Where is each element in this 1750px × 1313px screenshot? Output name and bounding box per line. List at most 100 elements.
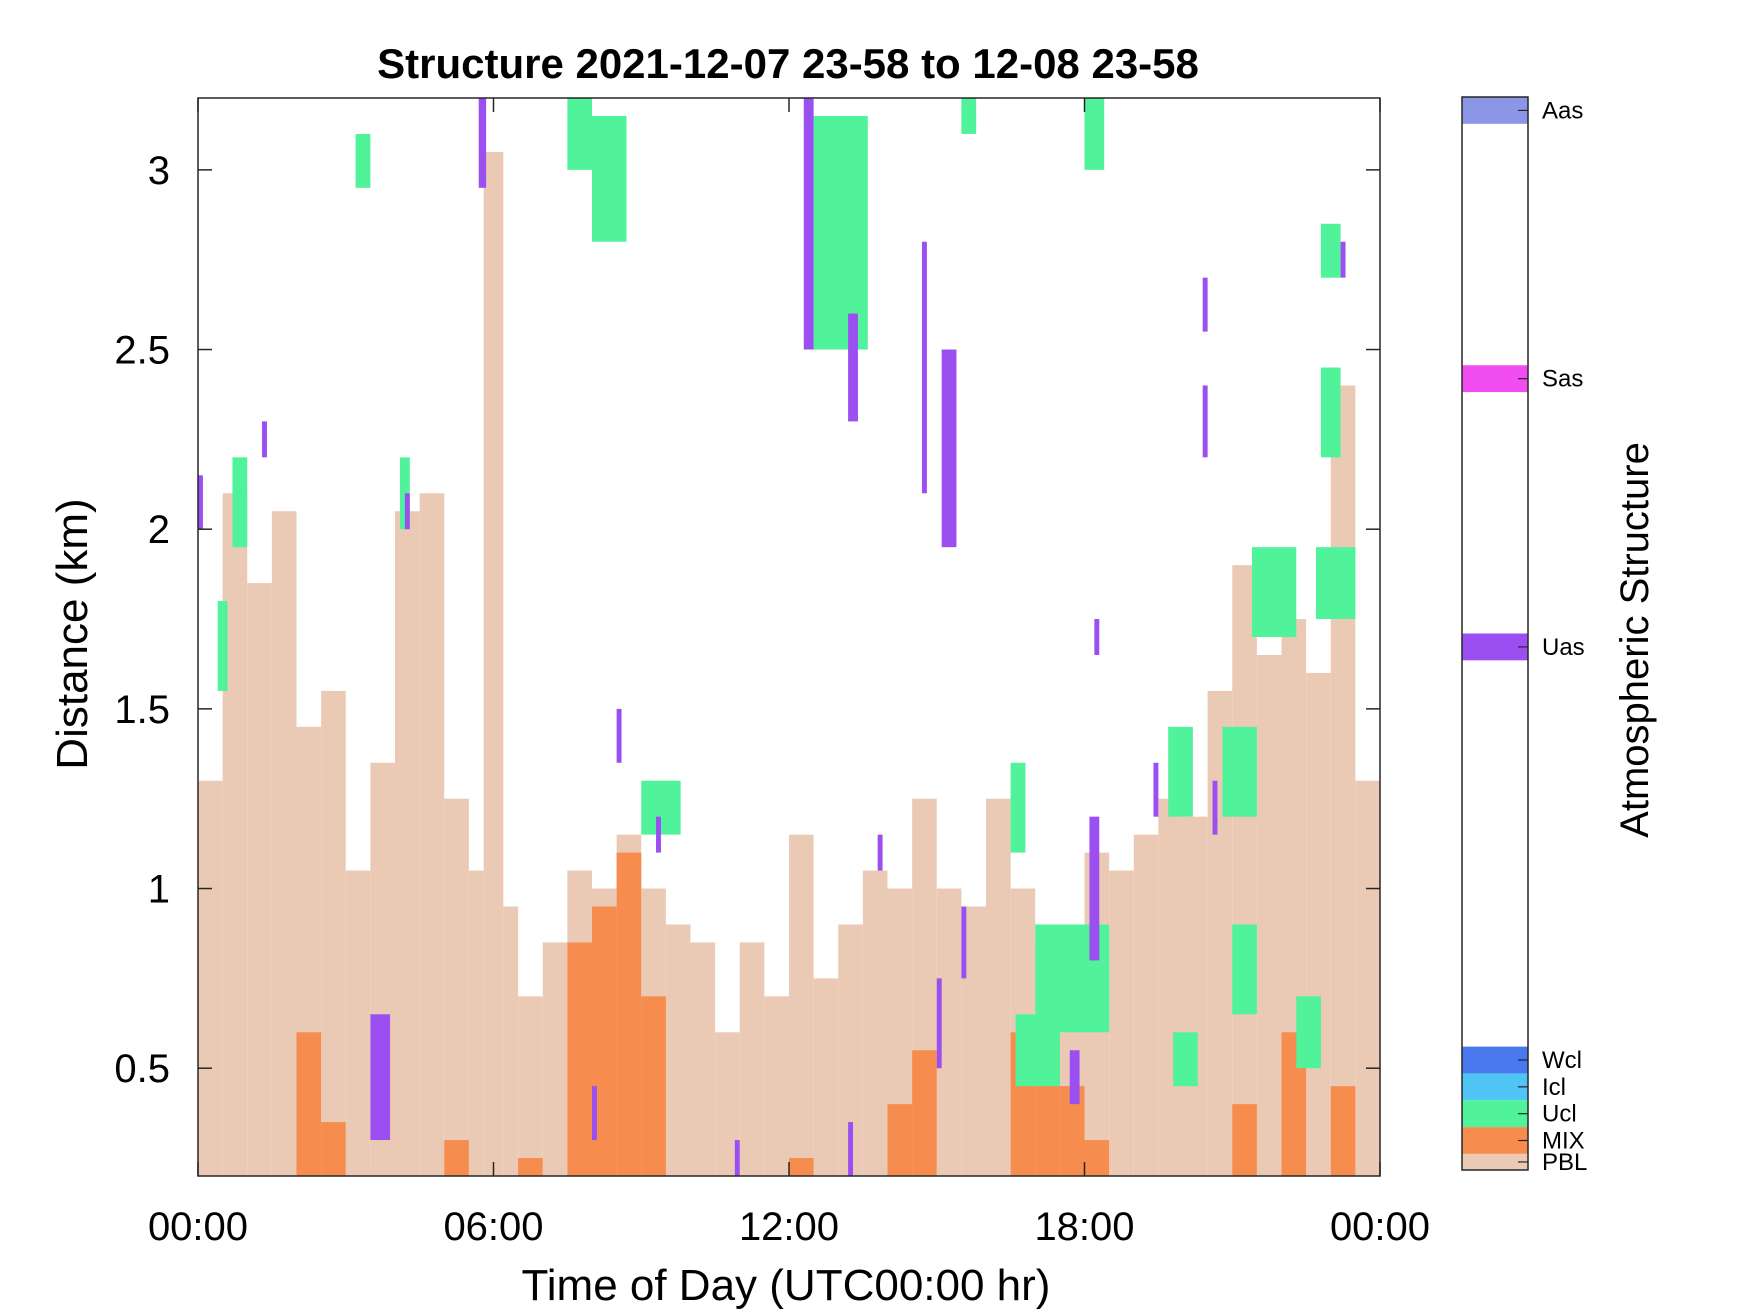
y-tick-label-3: 2 xyxy=(148,508,170,552)
colorbar-label-icl: Icl xyxy=(1542,1074,1566,1101)
structure-segment-uas-18 xyxy=(1340,241,1346,278)
structure-segment-uas-19 xyxy=(404,493,410,530)
structure-segment-ucl-15 xyxy=(1251,547,1297,637)
structure-segment-ucl-8 xyxy=(961,98,977,134)
colorbar-swatch-uas xyxy=(1462,633,1528,661)
colorbar-swatch-icl xyxy=(1462,1073,1528,1101)
structure-segment-mix-1 xyxy=(321,1122,346,1176)
structure-segment-ucl-3 xyxy=(399,457,410,530)
x-tick-label-1: 06:00 xyxy=(443,1205,543,1249)
colorbar-swatch-mix xyxy=(1462,1127,1528,1154)
structure-segment-pbl-38 xyxy=(1109,870,1134,1176)
structure-segment-pbl-13 xyxy=(503,906,519,1176)
structure-segment-uas-17 xyxy=(1212,780,1218,835)
structure-segment-uas-24 xyxy=(592,1086,597,1141)
structure-segment-pbl-23 xyxy=(739,942,765,1176)
structure-segment-ucl-1 xyxy=(217,601,228,691)
structure-segment-uas-11 xyxy=(656,816,661,853)
structure-segment-pbl-44 xyxy=(1256,654,1282,1176)
x-tick-label-4: 00:00 xyxy=(1330,1205,1430,1249)
structure-segment-uas-0 xyxy=(198,475,203,530)
y-tick-label-4: 2.5 xyxy=(114,329,170,373)
colorbar-label-ucl: Ucl xyxy=(1542,1101,1577,1128)
structure-segment-pbl-12 xyxy=(483,151,504,1176)
x-tick-label-2: 12:00 xyxy=(739,1205,839,1249)
structure-segment-pbl-47 xyxy=(1330,385,1356,1176)
colorbar-label-uas: Uas xyxy=(1542,634,1585,661)
y-tick-label-5: 3 xyxy=(148,149,170,193)
structure-segment-pbl-28 xyxy=(862,870,888,1176)
structure-segment-ucl-5 xyxy=(592,115,627,242)
structure-segment-ucl-4 xyxy=(567,98,592,170)
colorbar-frame xyxy=(1461,96,1529,1171)
structure-segment-pbl-8 xyxy=(395,511,420,1176)
structure-segment-mix-17 xyxy=(1330,1086,1356,1176)
structure-segment-uas-2 xyxy=(803,98,814,350)
colorbar-label-aas: Aas xyxy=(1542,97,1583,124)
structure-segment-pbl-39 xyxy=(1133,834,1159,1176)
plot-area xyxy=(198,98,1380,1176)
y-tick-label-2: 1.5 xyxy=(114,688,170,732)
colorbar-title: Atmospheric Structure xyxy=(1613,442,1657,838)
structure-segment-pbl-33 xyxy=(986,798,1011,1176)
y-axis-label: Distance (km) xyxy=(48,498,97,769)
structure-segment-pbl-15 xyxy=(542,942,568,1176)
structure-segment-uas-7 xyxy=(1202,277,1208,332)
structure-segment-mix-10 xyxy=(912,1050,937,1176)
structure-segment-uas-10 xyxy=(616,708,622,763)
structure-segment-uas-16 xyxy=(1153,762,1159,817)
structure-segment-mix-6 xyxy=(616,852,642,1176)
structure-segment-uas-21 xyxy=(734,1140,740,1176)
structure-segment-uas-9 xyxy=(370,1014,391,1141)
x-axis-label: Time of Day (UTC00:00 hr) xyxy=(522,1261,1051,1310)
structure-segment-ucl-9 xyxy=(1084,98,1105,170)
structure-segment-pbl-14 xyxy=(518,996,543,1176)
colorbar-swatch-aas xyxy=(1462,97,1528,124)
structure-segment-pbl-24 xyxy=(764,996,789,1176)
structure-segment-ucl-10 xyxy=(1010,762,1026,853)
structure-segment-ucl-14 xyxy=(1232,924,1257,1015)
colorbar-swatch-sas xyxy=(1462,365,1528,393)
structure-segment-uas-5 xyxy=(921,241,927,494)
structure-segment-ucl-17 xyxy=(1296,996,1321,1069)
structure-segment-ucl-18 xyxy=(1320,367,1341,458)
structure-segment-pbl-6 xyxy=(345,870,371,1176)
structure-segment-uas-13 xyxy=(936,978,942,1069)
structure-segment-pbl-46 xyxy=(1306,672,1331,1176)
structure-segment-uas-1 xyxy=(478,98,487,188)
structure-segment-mix-0 xyxy=(296,1032,322,1176)
structure-segment-ucl-2 xyxy=(355,133,371,188)
structure-segment-uas-14 xyxy=(1069,1050,1080,1105)
structure-segment-mix-9 xyxy=(887,1104,913,1176)
structure-segment-pbl-20 xyxy=(665,924,691,1176)
structure-segment-pbl-26 xyxy=(813,978,839,1176)
structure-segment-ucl-21 xyxy=(1173,1032,1198,1087)
structure-segment-uas-3 xyxy=(848,313,858,422)
colorbar-label-pbl: PBL xyxy=(1542,1149,1587,1176)
structure-segment-uas-23 xyxy=(961,906,967,979)
structure-segment-mix-14 xyxy=(1084,1140,1110,1176)
structure-segment-ucl-16 xyxy=(1315,547,1356,620)
structure-segment-mix-7 xyxy=(641,996,666,1176)
axes: 00:00 06:00 12:00 18:00 00:00 0.5 1 1.5 2 2.5 3 xyxy=(114,97,1430,1249)
structure-segment-ucl-19 xyxy=(1320,223,1341,278)
structure-segment-ucl-12 xyxy=(1168,726,1193,817)
structure-segment-pbl-9 xyxy=(419,493,445,1176)
structure-segment-pbl-48 xyxy=(1355,780,1380,1176)
colorbar-label-wcl: Wcl xyxy=(1542,1047,1582,1074)
structure-segment-pbl-0 xyxy=(198,780,223,1176)
chart-title: Structure 2021-12-07 23-58 to 12-08 23-5… xyxy=(377,40,1199,87)
structure-segment-pbl-5 xyxy=(321,690,346,1176)
structure-segment-pbl-1 xyxy=(222,493,248,1176)
structure-segment-pbl-3 xyxy=(271,511,297,1176)
structure-segment-pbl-43 xyxy=(1232,565,1257,1176)
structure-segment-uas-22 xyxy=(848,1122,854,1176)
structure-segment-pbl-25 xyxy=(789,834,814,1176)
structure-segment-uas-15 xyxy=(1089,816,1100,961)
structure-segment-ucl-13 xyxy=(1222,726,1257,817)
structure-segment-pbl-41 xyxy=(1183,816,1208,1176)
structure-segment-uas-6 xyxy=(1202,385,1208,458)
